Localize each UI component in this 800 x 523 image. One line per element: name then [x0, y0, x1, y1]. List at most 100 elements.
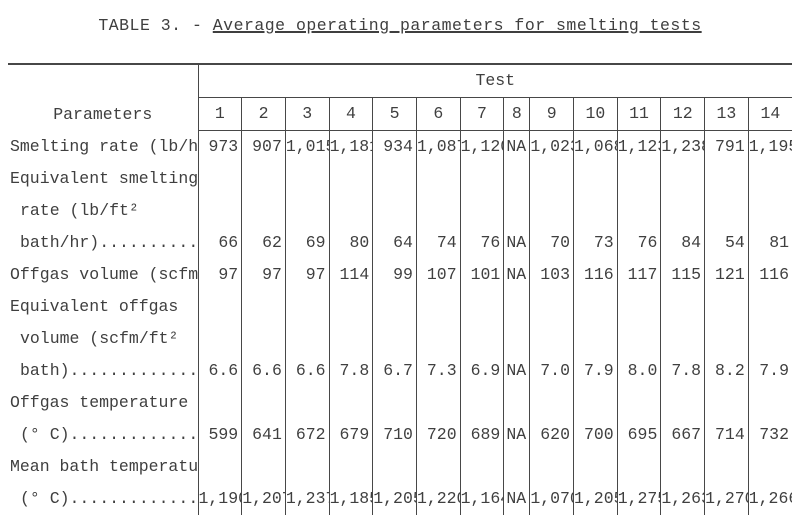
table-cell: 80: [329, 227, 373, 259]
table-cell: 7.3: [416, 355, 460, 387]
table-cell: 74: [416, 227, 460, 259]
table-cell: 1,238: [661, 131, 705, 164]
table-cell: [198, 291, 242, 323]
table-cell: [373, 163, 417, 195]
table-cell: [373, 451, 417, 483]
table-cell: 81: [748, 227, 792, 259]
table-cell: 1,237: [285, 483, 329, 515]
table-cell: 6.6: [198, 355, 242, 387]
parameter-label: Smelting rate (lb/hr): [8, 131, 198, 164]
table-cell: [460, 451, 504, 483]
table-cell: 116: [748, 259, 792, 291]
table-cell: [242, 387, 286, 419]
header-test: Test: [198, 64, 792, 98]
table-cell: 700: [574, 419, 618, 451]
table-cell: [574, 291, 618, 323]
table-cell: 69: [285, 227, 329, 259]
parameter-label: bath)..............: [8, 355, 198, 387]
table-cell: [285, 195, 329, 227]
column-header: 1: [198, 98, 242, 131]
table-cell: [530, 323, 574, 355]
table-cell: [285, 291, 329, 323]
table-cell: [661, 451, 705, 483]
table-cell: [504, 387, 530, 419]
table-cell: [530, 451, 574, 483]
table-cell: [748, 323, 792, 355]
table-cell: [617, 323, 661, 355]
parameter-label: volume (scfm/ft²: [8, 323, 198, 355]
table-cell: [661, 163, 705, 195]
table-cell: 7.0: [530, 355, 574, 387]
table-cell: 1,123: [617, 131, 661, 164]
table-cell: 103: [530, 259, 574, 291]
table-cell: [530, 195, 574, 227]
table-cell: [530, 163, 574, 195]
table-cell: 107: [416, 259, 460, 291]
column-header: 2: [242, 98, 286, 131]
table-cell: [460, 387, 504, 419]
table-row: rate (lb/ft²: [8, 195, 792, 227]
table-cell: 76: [617, 227, 661, 259]
table-cell: 641: [242, 419, 286, 451]
table-cell: [198, 387, 242, 419]
table-cell: [416, 323, 460, 355]
title-prefix: TABLE 3. -: [98, 16, 212, 35]
table-cell: 7.8: [661, 355, 705, 387]
table-cell: 64: [373, 227, 417, 259]
table-cell: [242, 323, 286, 355]
table-cell: [617, 451, 661, 483]
table-cell: 973: [198, 131, 242, 164]
table-cell: 70: [530, 227, 574, 259]
table-cell: [748, 387, 792, 419]
table-cell: 121: [705, 259, 749, 291]
table-cell: 1,263: [661, 483, 705, 515]
table-cell: [198, 163, 242, 195]
table-row: Equivalent smelting: [8, 163, 792, 195]
table-cell: [198, 323, 242, 355]
table-cell: 7.9: [748, 355, 792, 387]
table-cell: [416, 163, 460, 195]
table-cell: [242, 291, 286, 323]
table-cell: [530, 291, 574, 323]
table-cell: 907: [242, 131, 286, 164]
table-cell: 7.8: [329, 355, 373, 387]
table-cell: 54: [705, 227, 749, 259]
table-cell: [242, 195, 286, 227]
table-cell: [748, 291, 792, 323]
column-header: 7: [460, 98, 504, 131]
table-row: Mean bath temperature: [8, 451, 792, 483]
table-cell: 116: [574, 259, 618, 291]
table-cell: [748, 451, 792, 483]
table-cell: [705, 163, 749, 195]
table-cell: 1,070: [530, 483, 574, 515]
column-header: 12: [661, 98, 705, 131]
parameter-label: Equivalent offgas: [8, 291, 198, 323]
table-cell: 8.2: [705, 355, 749, 387]
table-cell: [329, 163, 373, 195]
table-cell: [329, 387, 373, 419]
table-cell: [416, 291, 460, 323]
table-cell: [705, 291, 749, 323]
table-cell: [617, 291, 661, 323]
table-cell: 1,015: [285, 131, 329, 164]
table-cell: NA: [504, 259, 530, 291]
table-cell: 720: [416, 419, 460, 451]
table-cell: NA: [504, 131, 530, 164]
table-cell: 6.7: [373, 355, 417, 387]
table-cell: 117: [617, 259, 661, 291]
header-parameters: Parameters: [8, 64, 198, 131]
table-cell: [329, 195, 373, 227]
table-cell: [705, 323, 749, 355]
table-cell: 99: [373, 259, 417, 291]
table-cell: 84: [661, 227, 705, 259]
table-cell: [242, 163, 286, 195]
table-cell: 73: [574, 227, 618, 259]
parameter-label: Offgas temperature: [8, 387, 198, 419]
table-row: (° C)...............59964167267971072068…: [8, 419, 792, 451]
table-cell: 97: [198, 259, 242, 291]
table-cell: [460, 323, 504, 355]
table-cell: [574, 451, 618, 483]
table-cell: [416, 195, 460, 227]
table-cell: 97: [285, 259, 329, 291]
table-cell: 97: [242, 259, 286, 291]
